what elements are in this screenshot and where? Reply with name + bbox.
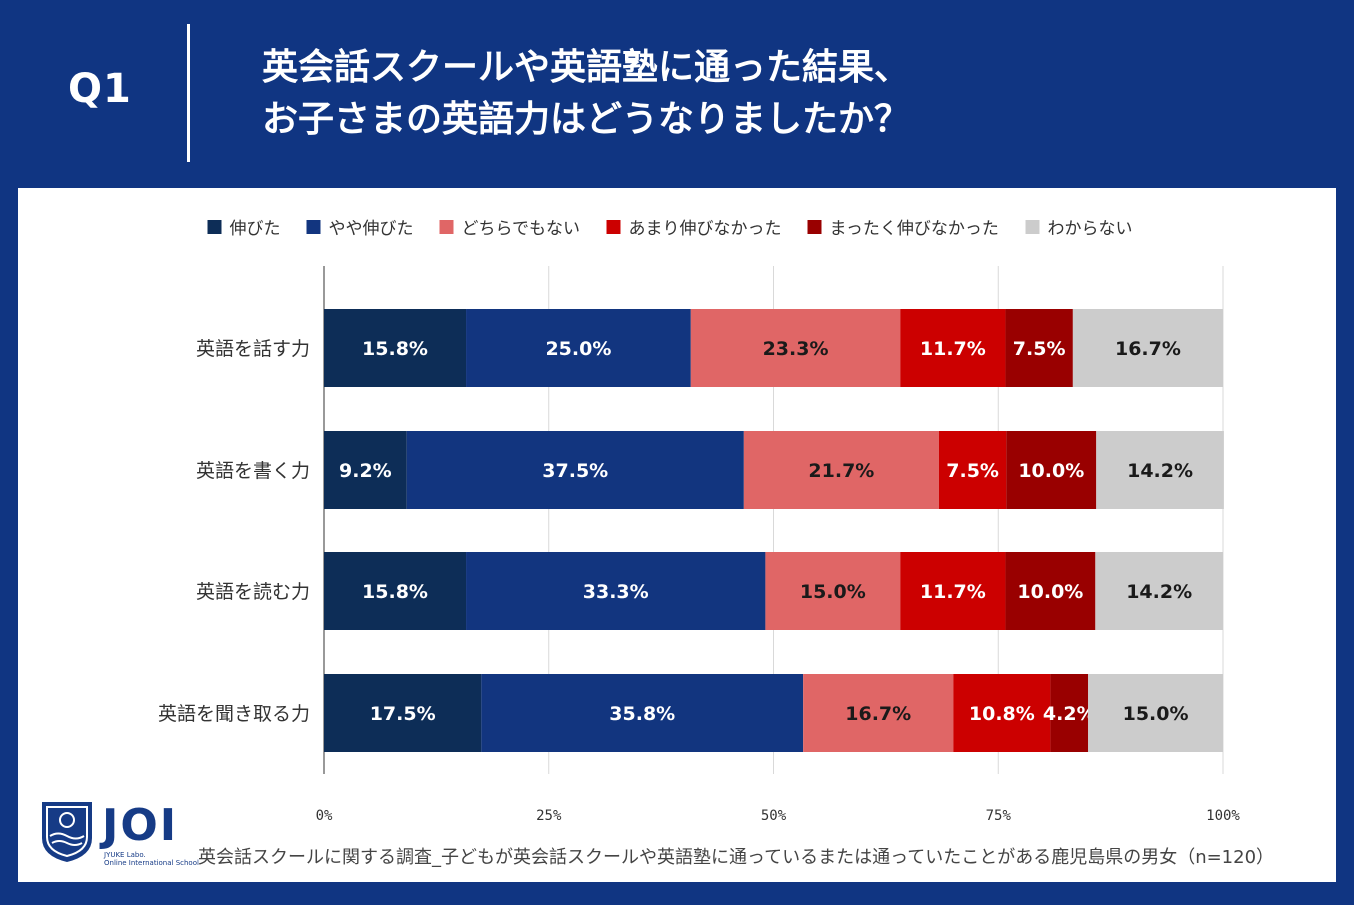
bar-segment — [743, 431, 939, 509]
data-label: 9.2% — [339, 460, 392, 482]
page-title: 英会話スクールや英語塾に通った結果、 お子さまの英語力はどうなりましたか？ — [262, 42, 1322, 146]
data-label: 35.8% — [609, 703, 675, 725]
bar-segment — [466, 552, 766, 630]
data-label: 10.0% — [1017, 581, 1083, 603]
legend-swatch — [606, 220, 621, 234]
logo-subtitle-2: Online International School — [104, 859, 199, 867]
bar-segment — [1072, 309, 1223, 387]
x-tick-label: 75% — [986, 808, 1012, 824]
data-label: 14.2% — [1127, 460, 1193, 482]
bar-segment — [481, 674, 804, 752]
bar-segment — [324, 309, 467, 387]
data-label: 15.0% — [1123, 703, 1189, 725]
data-label: 23.3% — [763, 338, 829, 360]
bar-segment — [1088, 674, 1223, 752]
legend-swatch — [306, 220, 321, 234]
bar-segment — [765, 552, 901, 630]
bar-segment — [1050, 674, 1089, 752]
legend-swatch — [207, 220, 222, 234]
logo-subtitle: JYUKE Labo. — [104, 851, 146, 859]
bar-segment — [324, 431, 407, 509]
category-label: 英語を聞き取る力 — [158, 703, 310, 725]
data-label: 4.2% — [1043, 703, 1096, 725]
data-label: 33.3% — [583, 581, 649, 603]
header: Q1 英会話スクールや英語塾に通った結果、 お子さまの英語力はどうなりましたか？ — [0, 0, 1354, 188]
bar-segment — [1005, 552, 1096, 630]
legend-label: まったく伸びなかった — [830, 219, 999, 239]
legend-label: わからない — [1048, 219, 1133, 239]
bar-segment — [1005, 309, 1073, 387]
header-divider — [187, 24, 190, 162]
data-label: 15.0% — [800, 581, 866, 603]
data-label: 21.7% — [808, 460, 874, 482]
legend-swatch — [807, 220, 822, 234]
x-tick-label: 50% — [761, 808, 787, 824]
data-label: 17.5% — [370, 703, 436, 725]
data-label: 11.7% — [920, 581, 986, 603]
bar-segment — [324, 674, 482, 752]
data-label: 10.0% — [1018, 460, 1084, 482]
bar-segment — [690, 309, 901, 387]
data-label: 37.5% — [542, 460, 608, 482]
data-label: 10.8% — [969, 703, 1035, 725]
data-label: 25.0% — [545, 338, 611, 360]
bar-segment — [953, 674, 1051, 752]
bar-segment — [900, 552, 1006, 630]
legend-label: あまり伸びなかった — [629, 219, 782, 239]
legend-label: やや伸びた — [329, 219, 414, 239]
category-label: 英語を読む力 — [196, 581, 310, 603]
x-tick-label: 0% — [316, 808, 333, 824]
bar-segment — [324, 552, 467, 630]
category-label: 英語を話す力 — [196, 338, 310, 360]
data-label: 14.2% — [1126, 581, 1192, 603]
chart-panel: 伸びた やや伸びた どちらでもない あまり伸びなかった まったく伸びなかった わからない英… — [18, 188, 1336, 882]
x-tick-label: 100% — [1206, 808, 1240, 824]
legend-label: 伸びた — [230, 219, 281, 239]
data-label: 7.5% — [1013, 338, 1066, 360]
shield-logo-icon — [42, 802, 92, 862]
data-label: 16.7% — [1115, 338, 1181, 360]
x-tick-label: 25% — [536, 808, 562, 824]
logo-wordmark: JOI — [102, 800, 179, 851]
bar-segment — [1095, 552, 1223, 630]
question-number: Q1 — [68, 66, 132, 112]
bar-segment — [1096, 431, 1224, 509]
legend-label: どちらでもない — [462, 219, 581, 239]
legend-swatch — [1025, 220, 1040, 234]
data-label: 15.8% — [362, 581, 428, 603]
category-label: 英語を書く力 — [196, 460, 310, 482]
bar-segment — [466, 309, 691, 387]
data-label: 15.8% — [362, 338, 428, 360]
legend-swatch — [439, 220, 454, 234]
data-label: 7.5% — [946, 460, 999, 482]
data-label: 11.7% — [920, 338, 986, 360]
bar-segment — [900, 309, 1006, 387]
bar-segment — [938, 431, 1007, 509]
bar-segment — [803, 674, 954, 752]
title-line-2: お子さまの英語力はどうなりましたか？ — [262, 99, 911, 140]
stacked-bar-chart: 伸びた やや伸びた どちらでもない あまり伸びなかった まったく伸びなかった わからない英… — [158, 219, 1240, 824]
bar-segment — [1006, 431, 1097, 509]
footnote: 英会話スクールに関する調査_子どもが英会話スクールや英語塾に通っているまたは通っ… — [198, 847, 1275, 868]
bar-segment — [406, 431, 744, 509]
joi-logo: JOI JYUKE Labo. Online International Sch… — [38, 798, 218, 868]
title-line-1: 英会話スクールや英語塾に通った結果、 — [262, 47, 911, 88]
data-label: 16.7% — [845, 703, 911, 725]
